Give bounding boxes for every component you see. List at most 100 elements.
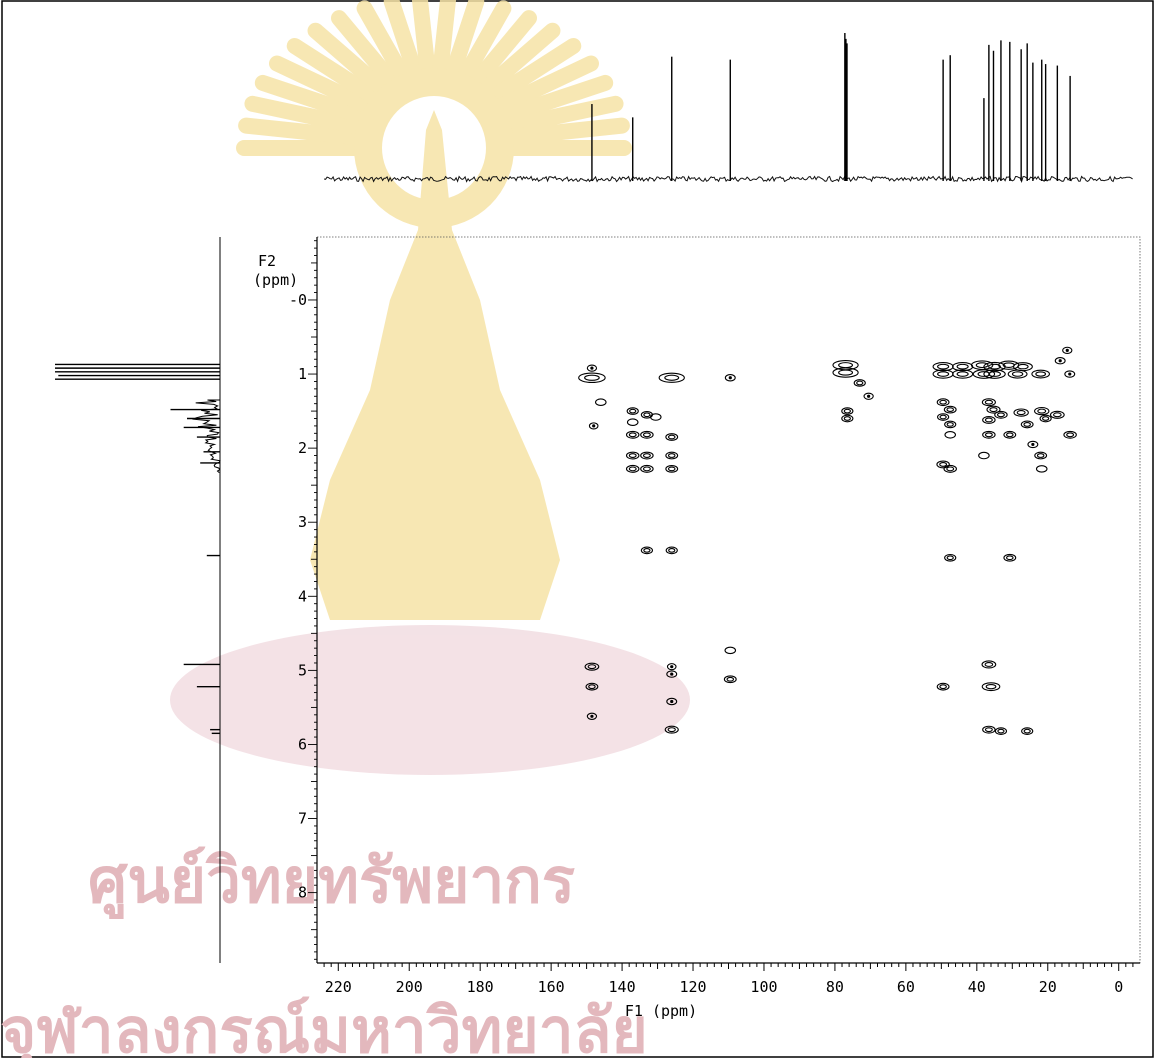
y-axis: -0 1 2 3 4 5 6 7 8 [289, 240, 317, 960]
cross-peak-inner [628, 453, 637, 458]
y-tick-label: -0 [289, 291, 307, 309]
cross-peak-core [728, 376, 732, 380]
cross-peak-inner [642, 432, 651, 438]
cross-peaks [578, 346, 1077, 735]
cross-peak-inner [587, 664, 597, 670]
cross-peak-inner [642, 453, 651, 458]
cross-peak-core [590, 366, 594, 370]
cross-peak-inner [956, 363, 969, 370]
seal-ray [238, 117, 383, 148]
cross-peak [625, 464, 640, 473]
cross-peak [1063, 430, 1077, 439]
cross-peak [982, 430, 996, 439]
cross-peak-inner [1053, 412, 1062, 418]
cross-peak [640, 464, 654, 473]
cross-peak [665, 433, 679, 441]
cross-peak [982, 416, 996, 424]
cross-peak [724, 646, 737, 655]
cross-peak [1062, 346, 1073, 354]
cross-peak-inner [1035, 371, 1047, 377]
cross-peak [640, 430, 654, 439]
cross-peak-inner [843, 416, 851, 421]
cross-peak [1021, 727, 1034, 735]
cross-peak-inner [1006, 555, 1014, 561]
cross-peak-inner [984, 727, 993, 733]
cross-peak [982, 725, 996, 734]
cross-peak [625, 430, 640, 439]
cross-peak-core [592, 424, 596, 428]
cross-peak-inner [667, 727, 676, 733]
cross-peak [994, 727, 1008, 735]
cross-peak-inner [939, 684, 947, 690]
y-axis-label-line-1: F2 [258, 252, 276, 270]
cross-peak-inner [643, 412, 651, 418]
y-tick-label: 3 [298, 513, 307, 531]
cross-peak-inner [1016, 410, 1026, 416]
cross-peak [666, 697, 678, 706]
cross-peak-inner [984, 417, 993, 423]
cross-peak [983, 369, 1006, 379]
cross-peak [588, 422, 599, 430]
cross-peak-inner [939, 462, 948, 467]
cross-peak-inner [838, 369, 854, 376]
y-tick-label: 2 [298, 439, 307, 457]
cross-peak [1054, 357, 1066, 365]
cross-peak-inner [843, 408, 851, 414]
seal-crown [310, 110, 560, 620]
cross-peak-core [1058, 359, 1062, 363]
seal-base [170, 625, 690, 775]
cross-peak [937, 413, 950, 421]
cross-peak [853, 379, 866, 387]
cross-peak [978, 451, 990, 460]
cross-peak [863, 392, 874, 400]
y-tick-label: 5 [298, 661, 307, 679]
y-tick-label: 8 [298, 884, 307, 902]
cross-peak [666, 670, 678, 678]
f2-multiplet [191, 399, 221, 473]
cross-peak [595, 398, 607, 406]
cross-peak [1035, 465, 1048, 473]
cross-peak [936, 460, 950, 469]
cross-peak-inner [975, 362, 989, 369]
cross-peak [586, 364, 598, 372]
cross-peak [981, 682, 1001, 692]
cross-peak [841, 407, 854, 415]
cross-peak [664, 725, 679, 734]
y-tick-label: 6 [298, 735, 307, 753]
y-axis-label-line-2: (ppm) [253, 271, 298, 289]
cross-peak-inner [946, 555, 954, 561]
cross-peak-inner [1023, 422, 1031, 427]
cross-peak [586, 712, 598, 720]
cross-peak-inner [1037, 408, 1047, 414]
cross-peak [841, 414, 854, 423]
cross-peak-inner [997, 728, 1005, 734]
cross-peak [665, 451, 679, 460]
cross-peak [936, 682, 950, 691]
x-tick-label: 60 [897, 978, 915, 996]
cross-peak [1012, 362, 1033, 372]
cross-peak-inner [664, 374, 680, 381]
cross-peak-core [670, 699, 674, 704]
cross-peak-inner [1011, 371, 1024, 377]
cross-peak-inner [1036, 453, 1045, 458]
cross-peak-inner [667, 453, 676, 458]
cross-peak-inner [1066, 432, 1075, 438]
cross-peak-inner [1006, 432, 1014, 438]
cross-peak [585, 682, 599, 691]
watermark-seal [170, 0, 690, 775]
cross-peak [1013, 408, 1029, 417]
cross-peak [1034, 451, 1048, 460]
seal-ray [483, 95, 624, 139]
cross-peak [943, 405, 957, 414]
cross-peak [666, 663, 677, 671]
cross-peak [625, 451, 640, 460]
cross-peak-inner [588, 684, 596, 690]
cross-peak [658, 372, 685, 383]
cross-peak [584, 662, 600, 671]
cross-peak-inner [629, 408, 637, 414]
cross-peak-inner [937, 363, 950, 370]
cross-peak [994, 410, 1008, 419]
cross-peak [832, 367, 859, 378]
